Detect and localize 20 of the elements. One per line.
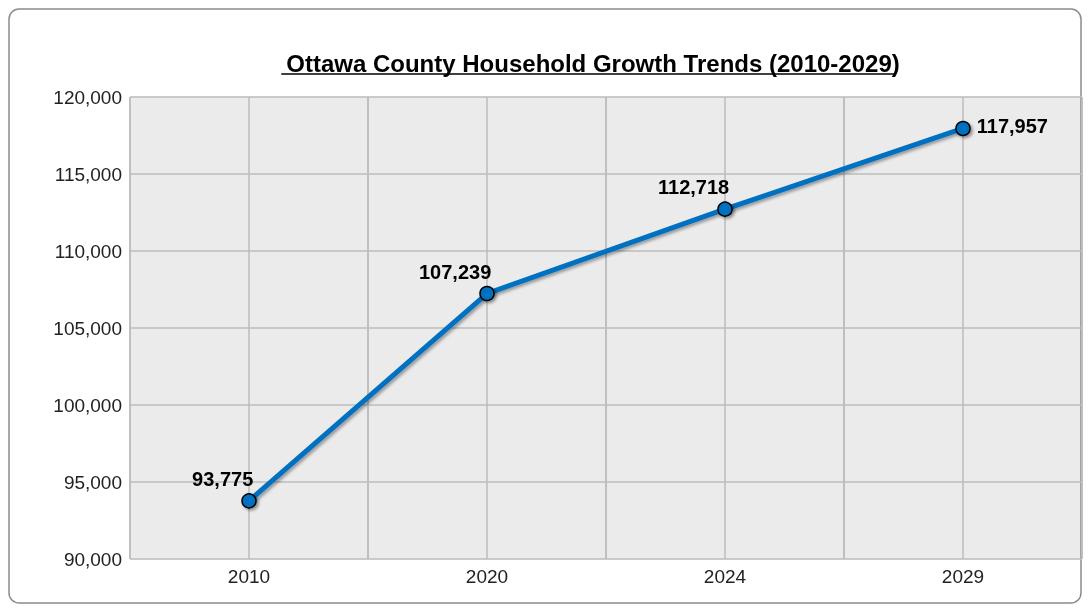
point [241,493,257,509]
y-tick-label: 120,000 [53,86,122,108]
data-label: 93,775 [192,467,254,490]
point [717,201,733,217]
x-tick-label: 2020 [465,566,509,587]
y-tick-label: 110,000 [54,240,122,262]
chart-title: Ottawa County Household Growth Trends (2010-2029) [286,49,900,77]
y-tick-label: 95,000 [63,471,122,493]
y-tick-label: 90,000 [63,548,122,570]
data-label: 112,718 [658,176,730,199]
x-tick-label: 2029 [941,566,985,587]
x-tick-label: 2010 [227,566,271,587]
point [955,120,971,137]
data-label: 107,239 [418,260,492,283]
x-tick-label: 2024 [703,566,747,587]
point [479,285,495,302]
data-label: 117,957 [976,115,1048,138]
y-tick-label: 105,000 [53,317,122,339]
y-tick-label: 100,000 [53,394,122,416]
y-tick-label: 115,000 [54,163,122,185]
